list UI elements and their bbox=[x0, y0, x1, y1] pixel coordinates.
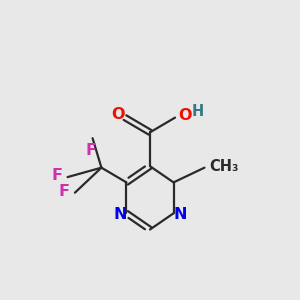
Text: CH₃: CH₃ bbox=[209, 159, 238, 174]
Text: F: F bbox=[51, 168, 62, 183]
Text: N: N bbox=[113, 207, 127, 222]
Text: O: O bbox=[178, 108, 192, 123]
Text: F: F bbox=[85, 142, 97, 158]
Text: H: H bbox=[192, 104, 204, 119]
Text: N: N bbox=[173, 207, 187, 222]
Text: O: O bbox=[111, 107, 124, 122]
Text: F: F bbox=[58, 184, 70, 199]
